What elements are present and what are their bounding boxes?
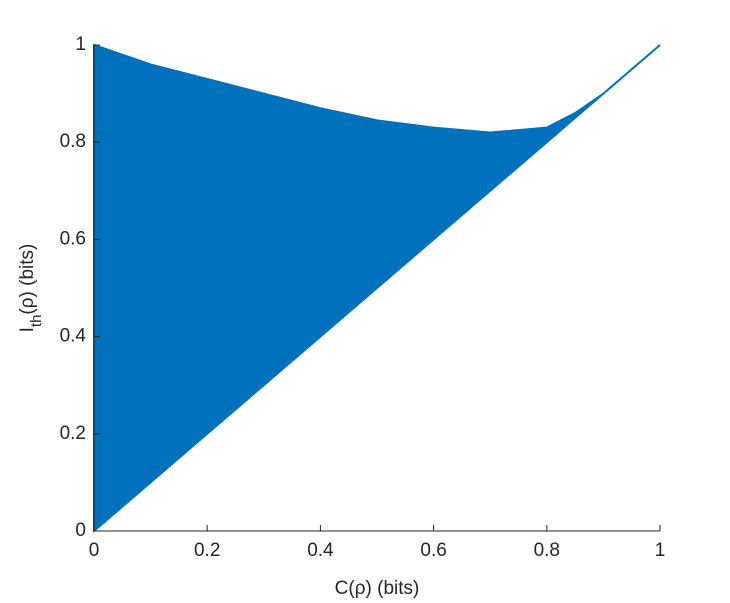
- data-area: [93, 43, 661, 534]
- x-tick-label: 0: [89, 540, 100, 561]
- y-axis-label: Ith(ρ) (bits): [17, 244, 45, 333]
- x-axis-label: C(ρ) (bits): [335, 578, 420, 599]
- y-tick-label: 0.4: [60, 326, 87, 347]
- y-tick-label: 0.2: [60, 423, 86, 444]
- x-tick-label: 0.4: [307, 540, 334, 561]
- x-tick-label: 1: [655, 540, 666, 561]
- y-tick-label: 0.6: [60, 228, 86, 249]
- y-tick-label: 0.8: [60, 131, 86, 152]
- x-tick-label: 0.8: [534, 540, 560, 561]
- y-label-sub: th: [28, 315, 45, 328]
- y-tick-label: 1: [75, 34, 86, 55]
- x-tick-label: 0.2: [194, 540, 220, 561]
- y-label-main: I: [17, 327, 38, 332]
- x-tick-label: 0.6: [420, 540, 446, 561]
- y-label-rest: (ρ) (bits): [17, 244, 38, 315]
- y-tick-label: 0: [75, 520, 86, 541]
